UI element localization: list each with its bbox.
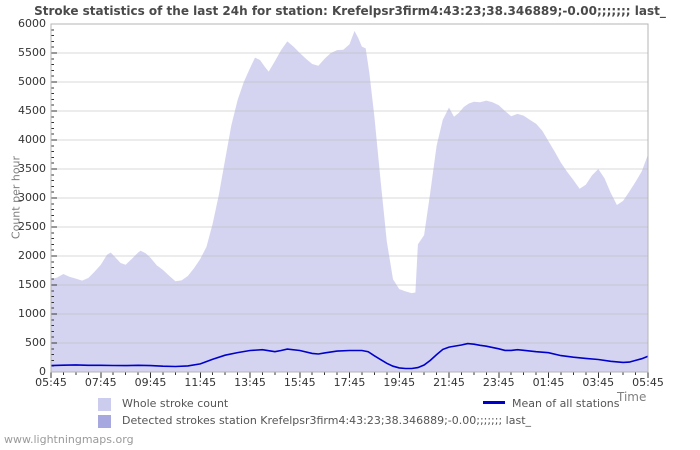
y-tick-label: 500	[25, 336, 46, 349]
plot-border	[50, 23, 649, 373]
x-tick-label: 07:45	[84, 376, 117, 389]
legend-label-whole-stroke-count: Whole stroke count	[122, 397, 229, 410]
legend-line-mean-of-all-stations	[483, 401, 505, 404]
legend-swatch-whole-stroke-count	[98, 398, 111, 411]
legend-label-detected-strokes: Detected strokes station Krefelpsr3firm4…	[122, 414, 532, 427]
y-tick-label: 4500	[18, 104, 46, 117]
y-tick-label: 0	[39, 365, 46, 378]
x-tick-label: 19:45	[383, 376, 416, 389]
y-tick-label: 1500	[18, 278, 46, 291]
x-tick-label: 05:45	[35, 376, 67, 389]
x-tick-label: 03:45	[582, 376, 615, 389]
chart-title: Stroke statistics of the last 24h for st…	[34, 4, 666, 18]
x-tick-label: 09:45	[134, 376, 167, 389]
y-tick-label: 1000	[18, 307, 46, 320]
line-mean-of-all-stations	[50, 342, 649, 370]
y-tick-label: 3000	[18, 191, 46, 204]
y-tick-label: 2000	[18, 249, 46, 262]
x-tick-label: 15:45	[283, 376, 316, 389]
x-tick-label: 21:45	[433, 376, 465, 389]
x-axis-title: Time	[617, 390, 647, 404]
legend-swatch-detected-strokes	[98, 415, 111, 428]
watermark: www.lightningmaps.org	[4, 433, 134, 446]
x-tick-label: 23:45	[482, 376, 515, 389]
y-tick-label: 5500	[18, 46, 46, 59]
x-tick-label: 13:45	[234, 376, 266, 389]
y-tick-label: 4000	[18, 133, 46, 146]
x-tick-label: 05:45	[632, 376, 664, 389]
area-whole-stroke-count	[51, 31, 648, 372]
legend-label-mean-of-all-stations: Mean of all stations	[512, 397, 620, 410]
x-tick-label: 17:45	[333, 376, 366, 389]
x-tick-label: 01:45	[532, 376, 565, 389]
y-tick-label: 2500	[18, 220, 46, 233]
x-tick-label: 11:45	[184, 376, 217, 389]
y-tick-label: 3500	[18, 162, 46, 175]
y-tick-label: 5000	[18, 75, 46, 88]
y-tick-label: 6000	[18, 17, 46, 30]
